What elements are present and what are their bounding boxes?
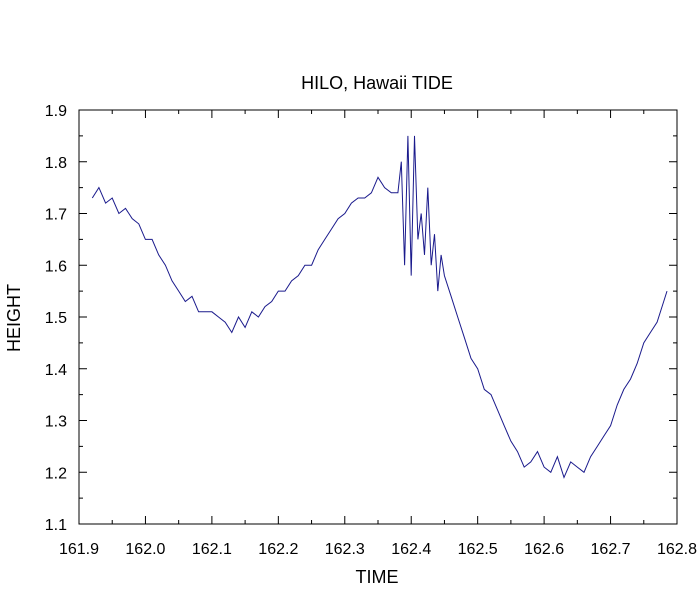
y-tick-label: 1.1 xyxy=(45,517,67,534)
x-tick-label: 161.9 xyxy=(59,541,99,558)
x-tick-label: 162.8 xyxy=(657,541,697,558)
x-tick-label: 162.2 xyxy=(258,541,298,558)
x-tick-label: 162.0 xyxy=(125,541,165,558)
y-axis-label: HEIGHT xyxy=(4,284,24,352)
y-axis: 1.1 1.2 1.3 1.4 1.5 1.6 1.7 1.8 1.9 xyxy=(45,103,677,534)
plot-frame xyxy=(78,109,678,525)
x-tick-label: 162.7 xyxy=(591,541,631,558)
x-tick-label: 162.6 xyxy=(524,541,564,558)
y-tick-label: 1.9 xyxy=(45,103,67,120)
plot-area xyxy=(78,109,678,525)
y-tick-label: 1.5 xyxy=(45,310,67,327)
x-tick-label: 162.5 xyxy=(458,541,498,558)
y-tick-label: 1.3 xyxy=(45,414,67,431)
y-tick-label: 1.6 xyxy=(45,258,67,275)
x-axis-label: TIME xyxy=(356,567,399,587)
y-tick-label: 1.8 xyxy=(45,155,67,172)
x-tick-label: 162.1 xyxy=(192,541,232,558)
x-tick-label: 162.3 xyxy=(325,541,365,558)
tide-series-line xyxy=(91,135,668,479)
y-tick-label: 1.7 xyxy=(45,207,67,224)
x-axis: 161.9 162.0 162.1 162.2 162.3 162.4 162.5 162.6… xyxy=(59,110,697,558)
y-tick-label: 1.4 xyxy=(45,362,67,379)
chart-title: HILO, Hawaii TIDE xyxy=(301,73,453,93)
y-tick-label: 1.2 xyxy=(45,465,67,482)
x-tick-label: 162.4 xyxy=(391,541,431,558)
